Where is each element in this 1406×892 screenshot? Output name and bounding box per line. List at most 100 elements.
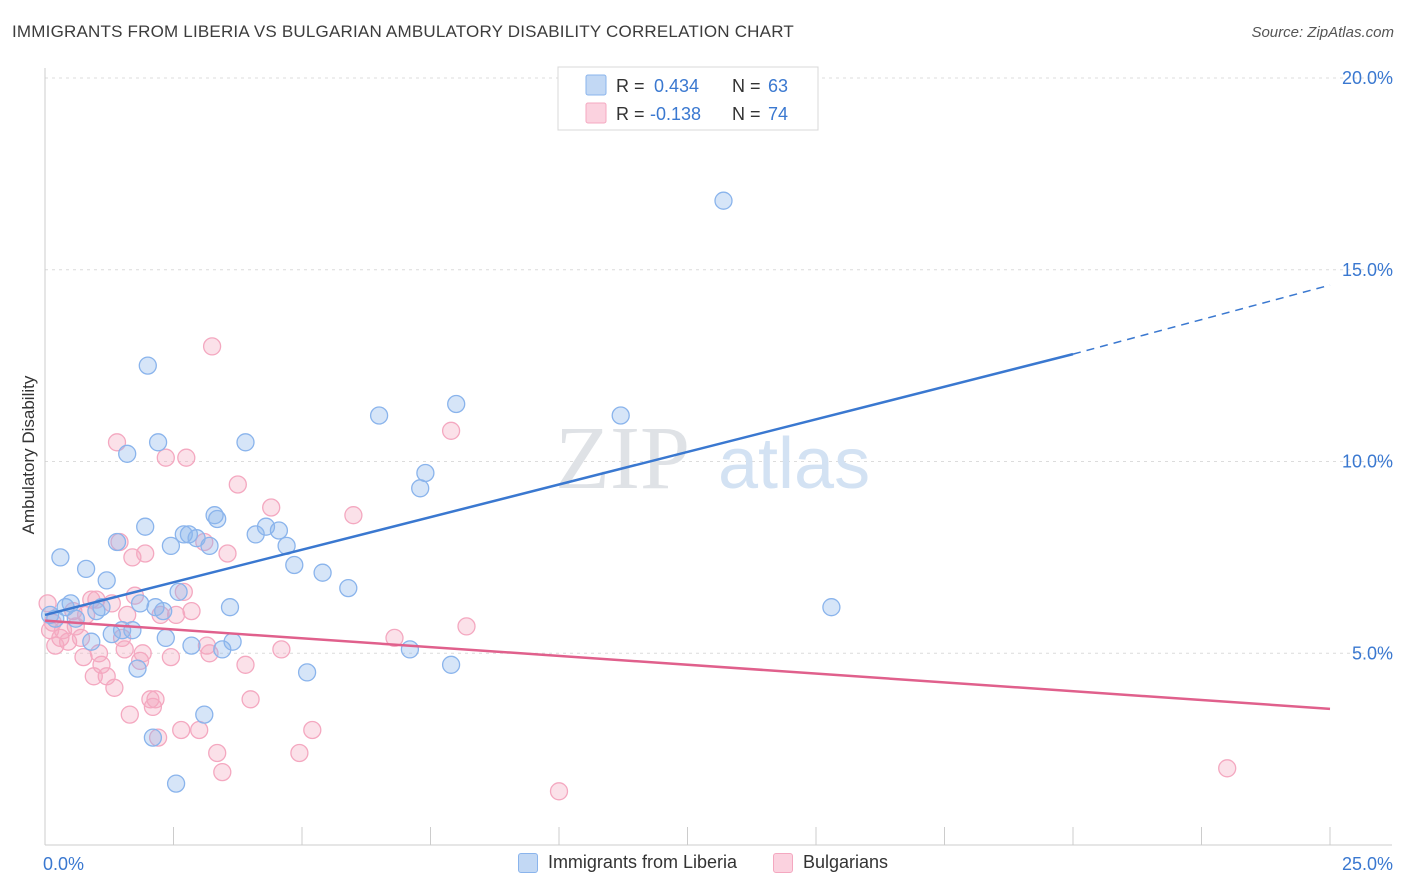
liberia-point — [118, 444, 137, 463]
bulgarians-point — [133, 644, 152, 663]
bulgarians-point — [172, 720, 191, 740]
bulgarians-trend-line — [44, 619, 1331, 711]
liberia-point — [195, 705, 214, 724]
liberia-point — [223, 632, 242, 651]
legend-n-label-1: N = — [732, 76, 761, 96]
liberia-point — [182, 636, 201, 655]
liberia-point — [441, 655, 461, 674]
chart-source: Source: ZipAtlas.com — [1251, 24, 1394, 41]
watermark-zip: ZIP — [555, 409, 690, 508]
bulgarians-point — [115, 640, 134, 659]
liberia-point — [148, 433, 168, 452]
legend-swatch-bulgarians — [585, 102, 607, 124]
liberia-point — [339, 578, 358, 598]
x-tick-label-min: 0.0% — [43, 854, 84, 874]
legend-r-label-2: R = — [616, 104, 645, 124]
bulgarians-point — [174, 582, 193, 602]
legend-item-bulgarians[interactable]: Bulgarians — [773, 852, 888, 873]
bulgarians-point — [241, 690, 260, 709]
liberia-point — [161, 536, 181, 556]
legend-item-liberia[interactable]: Immigrants from Liberia — [517, 852, 737, 873]
bulgarians-point — [290, 743, 309, 763]
bulgarians-point — [457, 617, 476, 636]
bulgarians-point — [107, 433, 127, 452]
bulgarians-point — [92, 655, 111, 674]
grid-lines — [45, 77, 1392, 654]
bulgarians-point — [202, 337, 222, 356]
liberia-point — [411, 479, 430, 498]
liberia-point — [822, 598, 841, 617]
bulgarians-point — [262, 498, 281, 517]
liberia-point — [156, 628, 175, 648]
legend-r-value-2: -0.138 — [650, 104, 701, 124]
bulgarians-point — [218, 544, 237, 563]
liberia-point — [107, 532, 127, 552]
bulgarians-point — [303, 720, 322, 740]
liberia-point — [208, 509, 227, 529]
liberia-point — [416, 463, 435, 483]
liberia-trend-extension — [1072, 284, 1331, 355]
axes: 5.0% 10.0% 15.0% 20.0% 0.0% 25.0% — [43, 68, 1393, 874]
bulgarians-point — [228, 475, 247, 494]
liberia-point — [143, 728, 163, 747]
liberia-point — [269, 521, 289, 540]
bulgarians-point — [71, 628, 91, 648]
bulgarians-point — [190, 720, 209, 740]
liberia-point — [66, 609, 85, 628]
y-tick-label: 5.0% — [1352, 643, 1393, 663]
liberia-point — [220, 598, 240, 617]
legend-swatch-liberia — [585, 74, 607, 96]
liberia-point — [138, 356, 157, 375]
bulgarians-points — [38, 337, 1237, 801]
legend-n-value-1: 63 — [768, 76, 788, 96]
y-tick-label: 15.0% — [1342, 260, 1393, 280]
liberia-point — [82, 632, 101, 651]
liberia-point — [128, 659, 147, 678]
bulgarians-point — [156, 448, 175, 467]
bulgarians-point — [385, 628, 404, 648]
liberia-points — [40, 191, 841, 793]
bulgarians-point — [161, 647, 181, 667]
liberia-point — [200, 536, 219, 556]
legend-label-liberia: Immigrants from Liberia — [547, 852, 737, 872]
bulgarians-point — [182, 601, 201, 621]
legend-r-label-1: R = — [616, 76, 645, 96]
legend-n-label-2: N = — [732, 104, 761, 124]
legend-swatch-liberia-bottom — [517, 852, 538, 873]
y-tick-label: 10.0% — [1342, 452, 1393, 472]
bulgarians-point — [208, 743, 227, 763]
bulgarians-point — [441, 421, 461, 440]
liberia-point — [236, 433, 255, 452]
legend-label-bulgarians: Bulgarians — [803, 852, 889, 872]
bulgarians-point — [549, 782, 569, 801]
liberia-point — [136, 517, 155, 536]
liberia-point — [169, 582, 188, 602]
bulgarians-point — [213, 762, 232, 782]
bulgarians-point — [74, 647, 93, 667]
liberia-point — [97, 571, 116, 590]
trend-lines — [44, 284, 1331, 711]
bulgarians-point — [148, 728, 168, 747]
watermark-atlas: atlas — [718, 424, 870, 504]
liberia-point — [285, 555, 304, 575]
bulgarians-point — [236, 655, 255, 674]
liberia-point — [123, 621, 142, 640]
liberia-point — [130, 594, 150, 613]
bulgarians-point — [1218, 759, 1237, 778]
legend-r-value-1: 0.434 — [654, 76, 699, 96]
watermark: ZIP atlas — [555, 409, 870, 508]
bulgarians-point — [146, 690, 165, 709]
liberia-point — [166, 774, 186, 793]
bulgarians-point — [177, 448, 196, 467]
chart-title: IMMIGRANTS FROM LIBERIA VS BULGARIAN AMB… — [12, 22, 794, 41]
liberia-point — [369, 406, 389, 425]
bulgarians-point — [120, 705, 139, 724]
liberia-point — [714, 191, 733, 210]
legend-stats: R = 0.434 N = 63 R = -0.138 N = 74 — [557, 66, 819, 131]
liberia-point — [400, 640, 420, 659]
liberia-point — [447, 394, 466, 414]
bulgarians-point — [136, 544, 155, 563]
liberia-point — [92, 598, 111, 617]
liberia-point — [297, 663, 317, 682]
